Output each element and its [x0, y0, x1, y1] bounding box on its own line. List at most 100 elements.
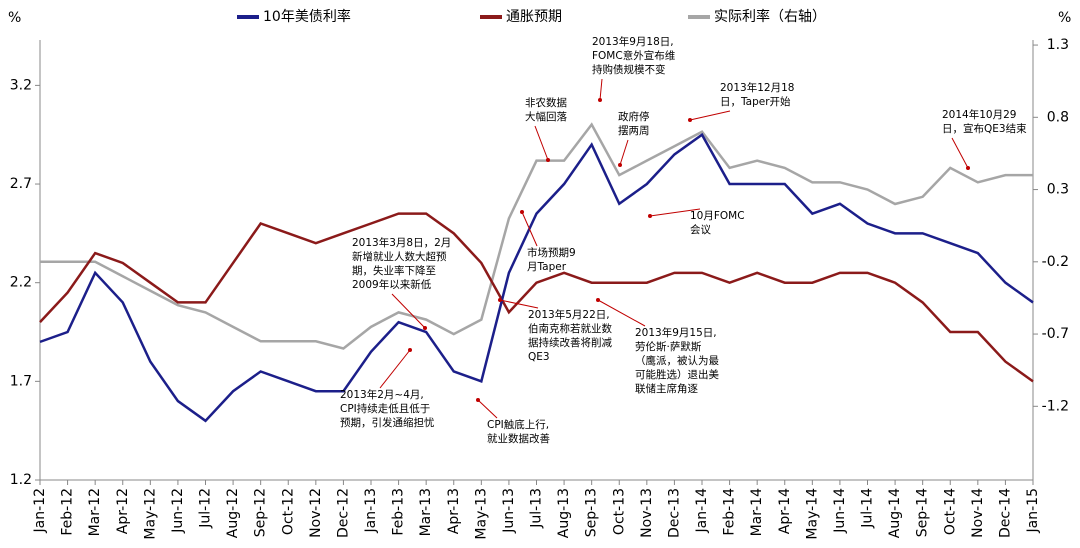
x-tick-label: Mar-14 [749, 488, 765, 536]
annotation: 劳伦斯·萨默斯 [635, 340, 702, 353]
x-tick-label: Dec-12 [335, 488, 351, 538]
y-tick-label: 1.2 [10, 472, 32, 488]
annotation: 可能胜选）退出美 [635, 368, 719, 381]
y-unit: % [8, 10, 21, 26]
x-tick-label: Dec-14 [997, 488, 1013, 538]
legend-label: 实际利率（右轴） [714, 8, 826, 25]
y-tick-label: 3.2 [10, 77, 32, 93]
x-tick-label: May-14 [804, 488, 820, 540]
x-tick-label: Apr-13 [446, 488, 462, 534]
annotation-arrowhead [688, 118, 692, 122]
series-line [39, 212, 1034, 383]
annotation: CPI触底上行, [487, 418, 549, 431]
annotation-arrow [521, 211, 538, 247]
annotation: 2013年12月18 [720, 81, 794, 94]
annotation: 非农数据 [525, 96, 567, 109]
x-tick-label: Feb-13 [391, 488, 407, 536]
x-tick-label: Sep-12 [253, 488, 269, 537]
annotation-arrowhead [520, 210, 524, 214]
x-tick-label: Mar-13 [418, 488, 434, 536]
y-tick-label: 2.2 [10, 275, 32, 291]
x-tick-label: Mar-12 [87, 488, 103, 536]
series-line [39, 132, 1034, 423]
annotation-arrowhead [408, 348, 412, 352]
x-tick-label: May-12 [142, 488, 158, 540]
annotation-arrowhead [598, 98, 602, 102]
y2-tick-label: 0.8 [1047, 109, 1069, 125]
annotation-arrowhead [618, 163, 622, 167]
x-tick-label: Jul-12 [198, 488, 214, 529]
x-tick-label: Sep-14 [915, 488, 931, 537]
annotation: 2014年10月29 [942, 108, 1016, 121]
y-tick-label: 2.7 [10, 176, 32, 192]
x-tick-label: Oct-14 [942, 488, 958, 535]
annotation-arrowhead [966, 166, 970, 170]
legend-label: 10年美债利率 [263, 8, 351, 25]
annotation-arrowhead [476, 398, 480, 402]
x-tick-label: Jan-13 [363, 488, 379, 533]
annotation: 就业数据改善 [487, 432, 550, 445]
annotation: 大幅回落 [525, 110, 567, 123]
legend-label: 通胀预期 [506, 9, 562, 25]
annotation-arrowhead [498, 298, 502, 302]
annotation-arrow [534, 125, 549, 161]
y2-tick-label: 0.3 [1047, 182, 1069, 198]
annotation-arrow [477, 399, 498, 419]
x-tick-label: Nov-12 [308, 488, 324, 538]
x-tick-label: Dec-13 [666, 488, 682, 538]
annotation: 2013年9月18日, [592, 35, 674, 48]
x-tick-label: Nov-13 [639, 488, 655, 538]
annotation: 月Taper [527, 261, 567, 273]
x-tick-label: Jun-12 [170, 488, 186, 534]
y2-tick-label: -1.2 [1042, 398, 1069, 414]
annotation: 2013年5月22日, [528, 308, 610, 321]
annotation-arrow [499, 299, 539, 309]
annotation-arrowhead [423, 326, 427, 330]
annotation-arrow [391, 293, 426, 329]
annotation-arrow [649, 208, 701, 217]
x-tick-label: Nov-14 [970, 488, 986, 538]
annotation-arrowhead [648, 214, 652, 218]
annotation: 期，失业率下降至 [352, 264, 436, 277]
x-tick-label: Feb-14 [722, 488, 738, 536]
y2-tick-label: -0.7 [1042, 326, 1069, 342]
x-tick-label: Oct-12 [280, 488, 296, 535]
x-tick-label: Apr-14 [777, 488, 793, 534]
y2-tick-label: 1.3 [1047, 37, 1069, 53]
x-tick-label: Jul-13 [529, 488, 545, 529]
annotation-arrow [599, 78, 603, 101]
y-tick-label: 1.7 [10, 373, 32, 389]
annotation: 伯南克称若就业数 [528, 322, 612, 335]
x-tick-label: Jan-15 [1025, 488, 1041, 533]
annotation-arrow [379, 349, 411, 389]
annotation: 2009年以来新低 [352, 278, 432, 291]
y2-tick-label: -0.2 [1042, 254, 1069, 270]
x-tick-label: May-13 [473, 488, 489, 540]
annotation: 持购债规模不变 [592, 63, 666, 76]
annotation-arrow [951, 137, 969, 169]
x-tick-label: Jan-14 [694, 488, 710, 534]
annotation: 市场预期9 [527, 246, 576, 259]
annotation: CPI持续走低且低于 [340, 402, 430, 415]
annotation: 摆两周 [618, 124, 650, 137]
series-line [40, 122, 1033, 350]
x-tick-label: Oct-13 [611, 488, 627, 535]
x-tick-label: Sep-13 [584, 488, 600, 537]
x-tick-label: Jun-14 [832, 488, 848, 534]
x-tick-label: Aug-13 [556, 488, 572, 538]
annotation-arrow [619, 139, 629, 166]
annotation: 2013年9月15日, [635, 326, 717, 339]
annotation-arrow [597, 299, 646, 327]
x-tick-label: Jul-14 [860, 488, 876, 529]
annotation: 政府停 [618, 110, 650, 123]
annotation: 日，Taper开始 [720, 95, 791, 108]
annotation: （鹰派，被认为最 [635, 354, 719, 367]
x-tick-label: Feb-12 [60, 488, 76, 536]
annotation-arrowhead [596, 298, 600, 302]
annotation: 日，宣布QE3结束 [942, 122, 1027, 135]
y2-unit: % [1058, 10, 1071, 26]
x-tick-label: Aug-14 [887, 488, 903, 538]
annotation-arrow [689, 110, 731, 121]
x-tick-label: Apr-12 [115, 488, 131, 534]
